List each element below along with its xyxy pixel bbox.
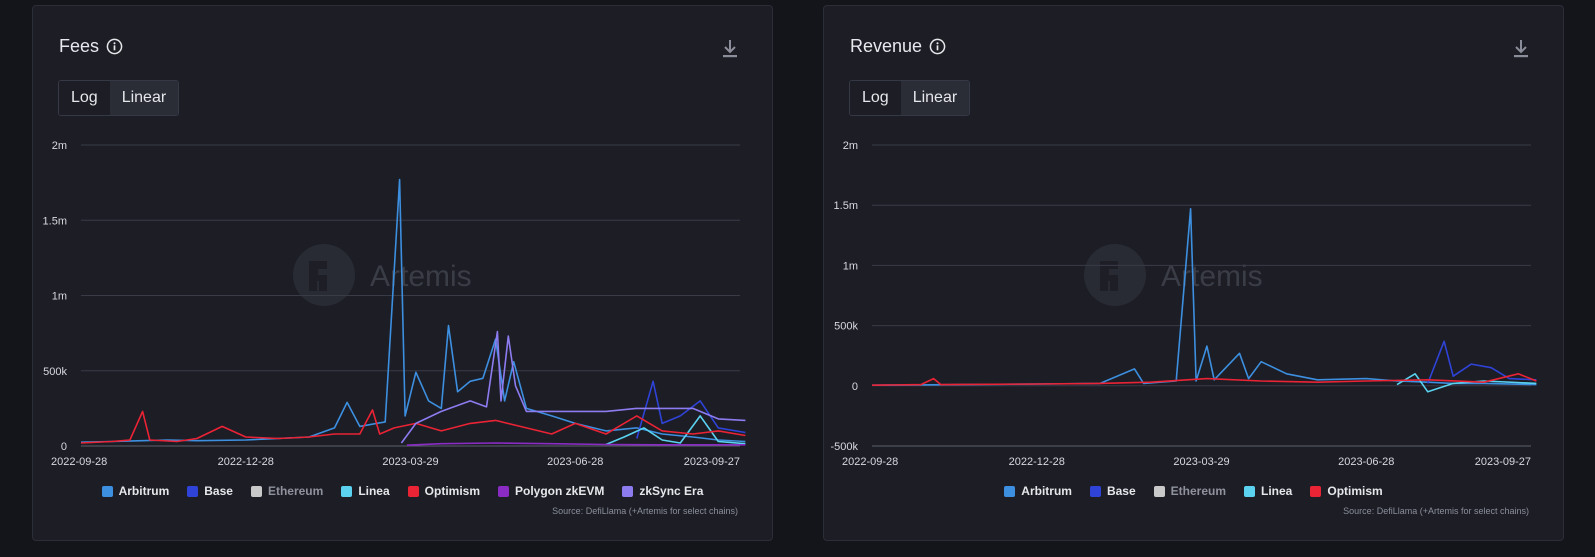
x-tick-label: 2023-06-28: [1338, 456, 1394, 468]
legend-swatch: [101, 485, 113, 497]
fees-title-row: Fees: [59, 36, 123, 57]
legend-label: Polygon zkEVM: [515, 484, 605, 498]
legend-swatch: [250, 485, 262, 497]
legend-item-optimism[interactable]: Optimism: [407, 484, 480, 498]
legend-label: Ethereum: [1170, 484, 1227, 498]
series-line-optimism: [80, 409, 746, 444]
legend-item-base[interactable]: Base: [187, 484, 233, 498]
download-icon[interactable]: [722, 38, 738, 60]
legend-label: Linea: [1261, 484, 1293, 498]
source-note: Source: DefiLlama (+Artemis for select c…: [552, 506, 738, 516]
legend-swatch: [1004, 485, 1016, 497]
legend-label: Arbitrum: [1021, 484, 1072, 498]
legend-swatch: [1153, 485, 1165, 497]
series-line-zksync-era: [400, 330, 746, 444]
legend-label: Base: [1106, 484, 1136, 498]
y-tick-label: 1m: [52, 291, 67, 303]
legend-item-zksync-era[interactable]: zkSync Era: [622, 484, 703, 498]
legend-swatch: [187, 485, 199, 497]
y-tick-label: 1.5m: [834, 200, 858, 212]
legend-label: Optimism: [1327, 484, 1383, 498]
source-note: Source: DefiLlama (+Artemis for select c…: [1343, 506, 1529, 516]
series-line-polygon-zkevm: [406, 442, 746, 446]
legend-swatch: [498, 485, 509, 497]
legend-item-ethereum[interactable]: Ethereum: [250, 484, 324, 498]
watermark-text: Artemis: [370, 260, 472, 293]
y-tick-label: 1.5m: [43, 215, 67, 227]
legend-swatch: [1244, 485, 1256, 497]
series-line-linea: [1396, 372, 1537, 393]
artemis-watermark: Artemis: [293, 244, 472, 306]
legend-swatch: [1089, 485, 1101, 497]
fees-panel: Fees Log Linear Artemis 0 500k 1m 1.5m 2m 2022…: [32, 5, 773, 541]
legend-label: Optimism: [424, 484, 480, 498]
revenue-legend: Arbitrum Base Ethereum Linea Optimism: [824, 484, 1563, 498]
legend-item-base[interactable]: Base: [1089, 484, 1136, 498]
series-line-linea: [605, 415, 746, 446]
legend-item-arbitrum[interactable]: Arbitrum: [1004, 484, 1072, 498]
revenue-chart: Artemis -500k 0 500k 1m 1.5m 2m 2022-09-28 2022-…: [830, 140, 1537, 468]
series-line-arbitrum: [80, 178, 746, 443]
legend-item-arbitrum[interactable]: Arbitrum: [101, 484, 170, 498]
x-tick-label: 2023-06-28: [547, 456, 603, 468]
y-tick-label: 1m: [843, 260, 858, 272]
scale-toggle: Log Linear: [58, 80, 180, 116]
legend-label: Base: [204, 484, 233, 498]
revenue-panel: Revenue Log Linear Artemis -500k 0 500k 1m 1.…: [823, 5, 1564, 541]
legend-label: zkSync Era: [639, 484, 704, 498]
legend-swatch: [622, 485, 634, 497]
y-tick-label: 2m: [52, 140, 67, 152]
x-tick-label: 2023-03-29: [1173, 456, 1229, 468]
x-tick-label: 2022-12-28: [1009, 456, 1065, 468]
legend-swatch: [341, 485, 353, 497]
legend-label: Arbitrum: [118, 484, 170, 498]
y-tick-label: 0: [61, 441, 67, 453]
series-line-base: [636, 380, 746, 439]
legend-item-ethereum[interactable]: Ethereum: [1153, 484, 1227, 498]
series-line-optimism: [871, 372, 1537, 386]
fees-chart: Artemis 0 500k 1m 1.5m 2m 2022-09-28 2022-12-28…: [43, 140, 746, 468]
y-tick-label: 0: [852, 381, 858, 393]
x-tick-label: 2022-12-28: [218, 456, 274, 468]
watermark-logo-mark-icon: [309, 261, 327, 291]
chart-title: Fees: [59, 36, 100, 56]
legend-swatch: [1310, 485, 1322, 497]
x-tick-label: 2023-09-27: [684, 456, 740, 468]
x-tick-label: 2023-09-27: [1475, 456, 1531, 468]
linear-toggle-button[interactable]: Linear: [900, 81, 970, 115]
legend-swatch: [407, 485, 419, 497]
series-line-arbitrum: [871, 208, 1537, 386]
y-tick-label: 500k: [43, 366, 67, 378]
y-tick-label: 500k: [834, 321, 858, 333]
fees-legend: Arbitrum Base Ethereum Linea Optimism Polygon…: [33, 484, 772, 498]
linear-toggle-button[interactable]: Linear: [109, 81, 179, 115]
legend-label: Linea: [358, 484, 390, 498]
log-toggle-button[interactable]: Log: [59, 81, 110, 115]
x-tick-label: 2023-03-29: [382, 456, 438, 468]
legend-item-linea[interactable]: Linea: [341, 484, 390, 498]
watermark-logo-mark-icon: [1100, 261, 1118, 291]
revenue-title-row: Revenue: [850, 36, 946, 57]
x-tick-label: 2022-09-28: [842, 456, 898, 468]
series-line-base: [1427, 340, 1537, 384]
info-icon[interactable]: [106, 38, 123, 55]
legend-item-optimism[interactable]: Optimism: [1310, 484, 1383, 498]
legend-item-polygon-zkevm[interactable]: Polygon zkEVM: [498, 484, 604, 498]
y-tick-label: -500k: [830, 441, 858, 453]
legend-item-linea[interactable]: Linea: [1244, 484, 1292, 498]
chart-title: Revenue: [850, 36, 923, 56]
legend-label: Ethereum: [267, 484, 324, 498]
x-tick-label: 2022-09-28: [51, 456, 107, 468]
log-toggle-button[interactable]: Log: [850, 81, 901, 115]
download-icon[interactable]: [1513, 38, 1529, 60]
artemis-watermark: Artemis: [1084, 244, 1263, 306]
info-icon[interactable]: [929, 38, 946, 55]
y-tick-label: 2m: [843, 140, 858, 152]
scale-toggle: Log Linear: [849, 80, 971, 116]
